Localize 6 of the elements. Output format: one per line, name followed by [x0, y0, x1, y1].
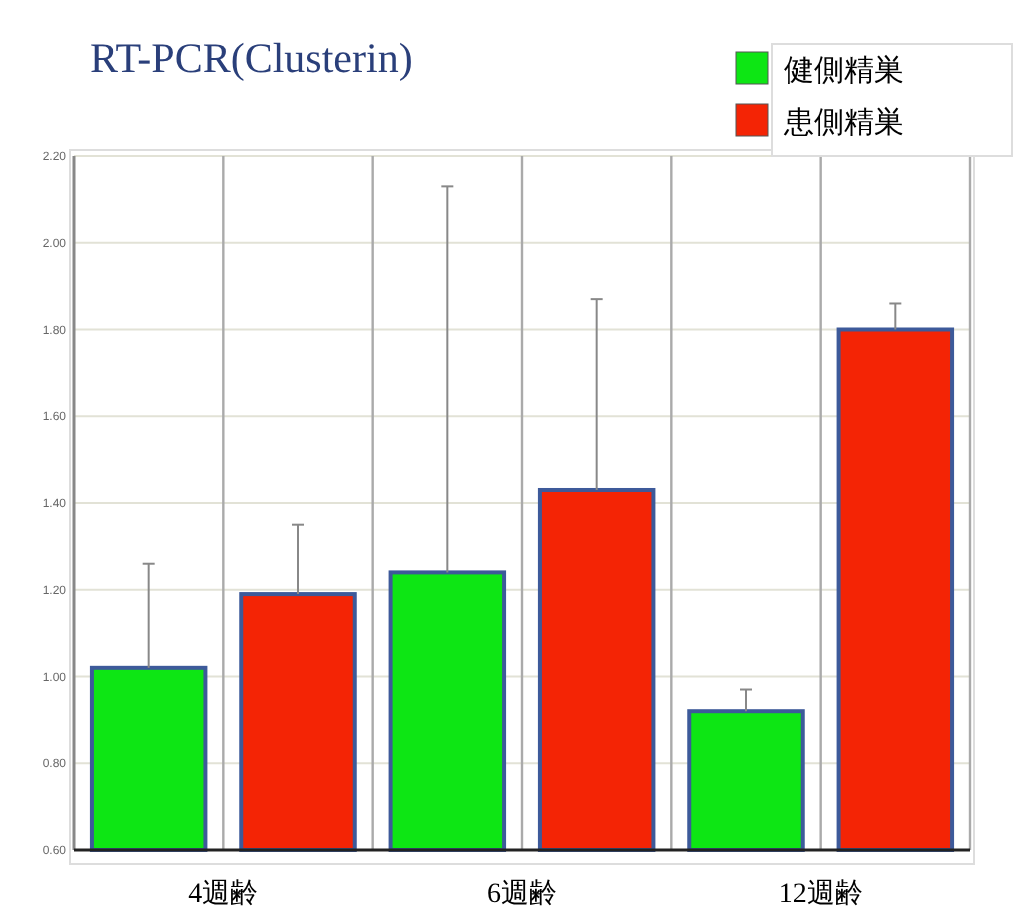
legend-label: 健側精巣 [784, 54, 904, 88]
x-tick-label: 6週齢 [487, 878, 557, 910]
x-tick-label: 12週齢 [778, 878, 863, 910]
chart-title: RT-PCR(Clusterin) [90, 34, 413, 82]
x-tick-label: 4週齢 [188, 878, 259, 910]
legend-label: 患側精巣 [782, 106, 904, 140]
